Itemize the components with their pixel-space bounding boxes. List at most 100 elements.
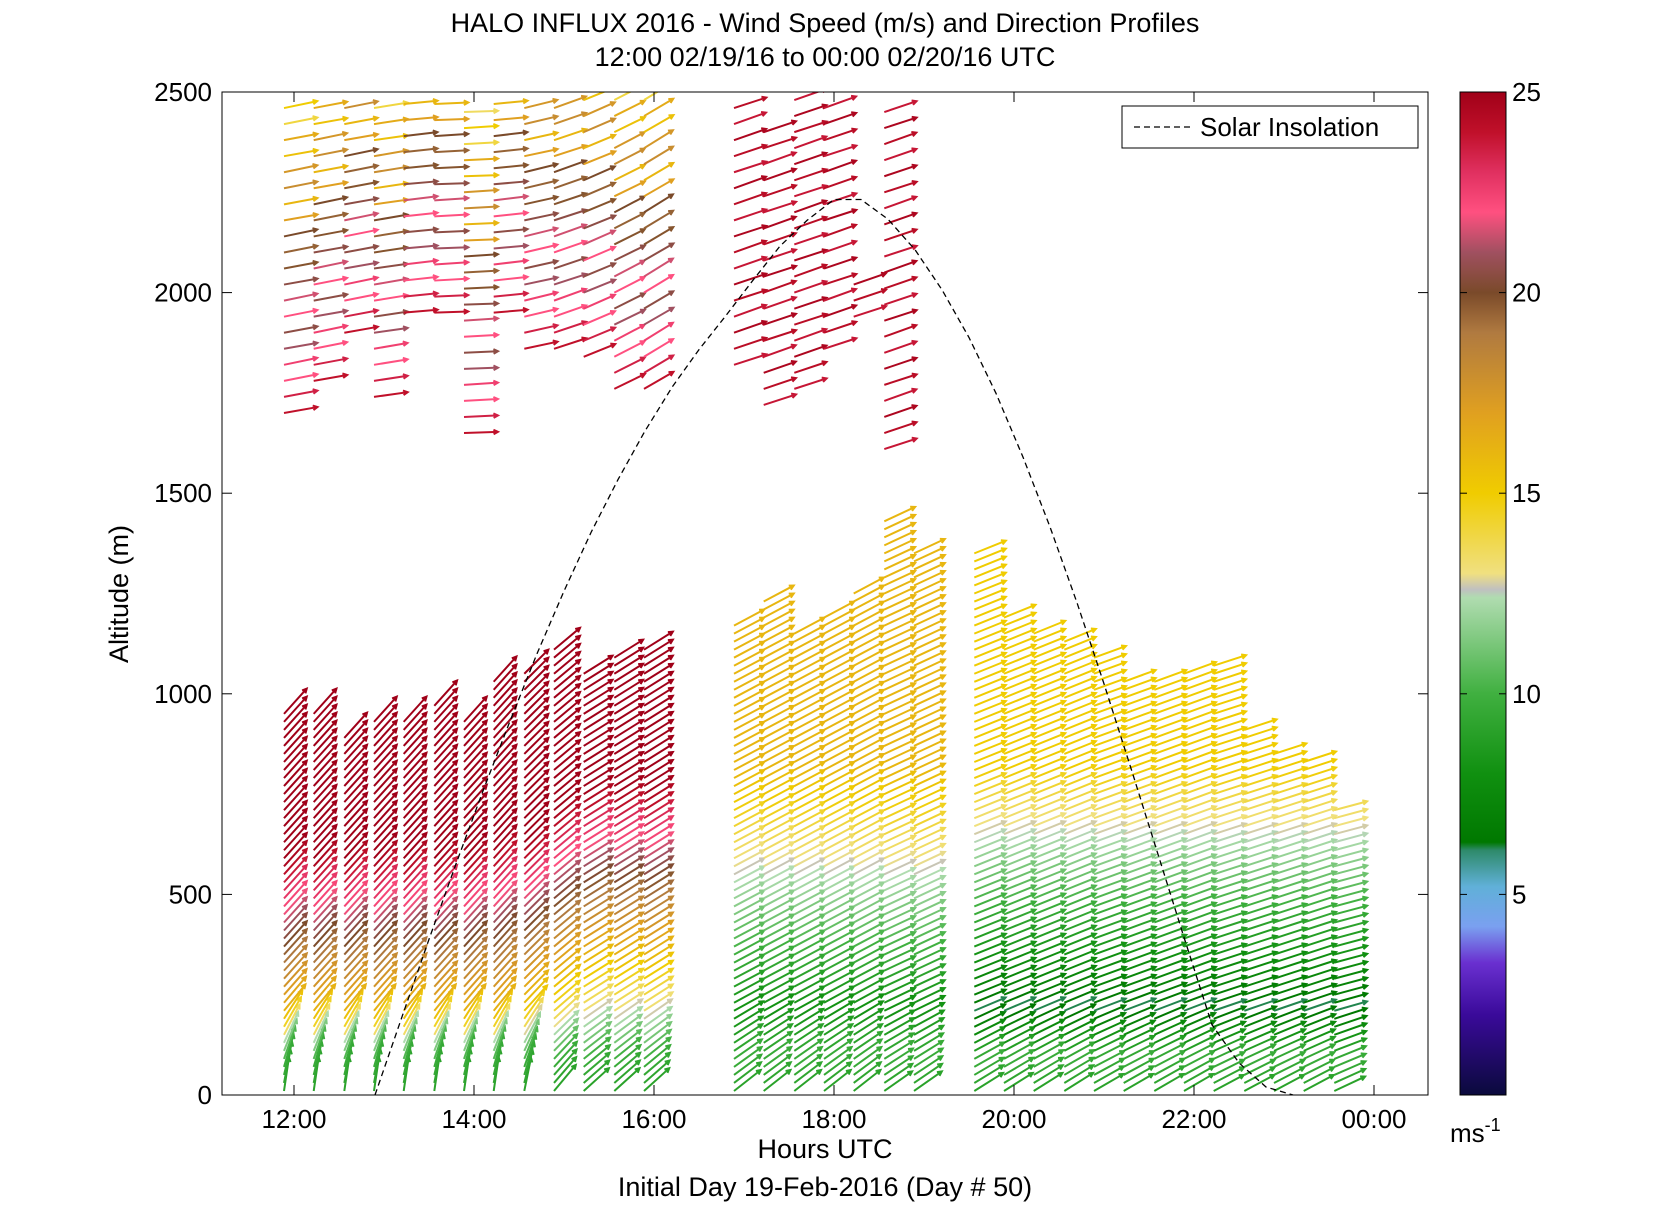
wind-vector <box>913 890 947 908</box>
wind-vector <box>613 998 645 1020</box>
wind-vector <box>1213 821 1249 836</box>
wind-vector <box>883 658 918 675</box>
wind-vector <box>553 111 589 126</box>
wind-vector <box>524 130 560 142</box>
wind-vector <box>763 881 796 900</box>
wind-vector <box>283 807 309 835</box>
wind-vector <box>973 860 1008 876</box>
wind-vector <box>553 1055 578 1084</box>
wind-vector <box>1003 755 1038 771</box>
wind-vector <box>1063 972 1098 988</box>
wind-vector <box>283 686 309 715</box>
wind-vector <box>1093 1027 1127 1044</box>
wind-vector <box>973 715 1008 731</box>
wind-vector <box>613 308 647 326</box>
wind-vector <box>643 193 675 214</box>
wind-vector <box>883 778 918 796</box>
wind-vector <box>763 696 796 715</box>
wind-vector <box>523 768 550 795</box>
wind-vector <box>763 745 796 763</box>
wind-vector <box>344 99 380 110</box>
wind-vector <box>1123 668 1158 683</box>
wind-vector <box>402 775 428 803</box>
wind-vector <box>643 879 675 900</box>
wind-vector <box>283 735 309 763</box>
wind-vector <box>492 799 518 827</box>
wind-vector <box>283 743 309 771</box>
wind-vector <box>343 799 369 827</box>
wind-vector <box>1033 1064 1065 1084</box>
wind-vector <box>853 1015 885 1036</box>
wind-vector <box>524 226 560 238</box>
wind-vector <box>793 184 829 198</box>
wind-vector <box>492 783 518 811</box>
wind-vector <box>763 809 796 828</box>
wind-vector <box>1273 1005 1308 1020</box>
wind-vector <box>553 947 582 972</box>
wind-vector <box>1033 948 1068 964</box>
wind-vector <box>492 775 518 803</box>
wind-vector <box>312 703 338 731</box>
colorbar-unit: ms <box>1450 1118 1485 1148</box>
wind-vector <box>1303 1005 1338 1020</box>
wind-vector <box>763 632 796 651</box>
wind-vector <box>643 726 675 747</box>
wind-vector <box>613 895 646 916</box>
wind-vector <box>613 678 646 699</box>
wind-vector <box>1153 732 1189 747</box>
wind-vector <box>583 998 614 1020</box>
wind-vector <box>1123 949 1158 964</box>
wind-vector <box>553 642 582 667</box>
wind-vector <box>793 360 829 374</box>
wind-vector <box>883 682 918 699</box>
wind-vector <box>583 782 615 803</box>
x-tick-label: 00:00 <box>1341 1104 1406 1134</box>
wind-vector <box>583 815 615 836</box>
wind-vector <box>343 1002 361 1036</box>
wind-vector <box>793 1000 826 1020</box>
wind-vector <box>883 147 919 162</box>
wind-vector <box>913 874 947 892</box>
wind-vector <box>883 505 918 523</box>
wind-vector <box>583 678 615 699</box>
wind-vector <box>853 985 886 1004</box>
wind-vector <box>853 672 886 691</box>
wind-vector <box>1033 804 1068 820</box>
wind-vector <box>1123 1050 1156 1068</box>
wind-vector <box>344 163 380 174</box>
wind-vector <box>402 927 428 956</box>
wind-vector <box>913 642 947 659</box>
wind-vector <box>1273 1020 1308 1036</box>
wind-vector <box>643 242 676 262</box>
wind-vector <box>283 791 309 819</box>
wind-vector <box>1153 708 1189 723</box>
wind-vector <box>763 736 796 755</box>
wind-vector <box>1123 812 1158 828</box>
x-tick-label: 22:00 <box>1161 1104 1226 1134</box>
wind-vector <box>823 287 859 302</box>
wind-vector <box>1003 892 1038 908</box>
wind-vector <box>643 855 675 876</box>
wind-vector <box>312 911 338 940</box>
wind-vector <box>312 759 338 787</box>
wind-vector <box>1123 989 1158 1004</box>
wind-vector <box>913 650 947 667</box>
wind-vector <box>373 197 410 206</box>
wind-vector <box>1334 911 1370 924</box>
wind-vector <box>613 116 647 134</box>
wind-vector <box>883 674 918 691</box>
wind-vector <box>913 778 947 796</box>
wind-vector <box>643 998 674 1020</box>
wind-vector <box>973 1003 1008 1020</box>
wind-vector <box>583 766 615 787</box>
wind-vector <box>913 810 947 828</box>
wind-vector <box>1003 747 1038 763</box>
wind-vector <box>973 988 1008 1004</box>
wind-vector <box>523 736 550 763</box>
wind-vector <box>643 750 675 771</box>
wind-vector <box>523 1003 543 1036</box>
wind-vector <box>1153 941 1189 956</box>
wind-vector <box>1183 724 1219 739</box>
wind-vector <box>553 303 589 318</box>
wind-vector <box>853 632 886 651</box>
